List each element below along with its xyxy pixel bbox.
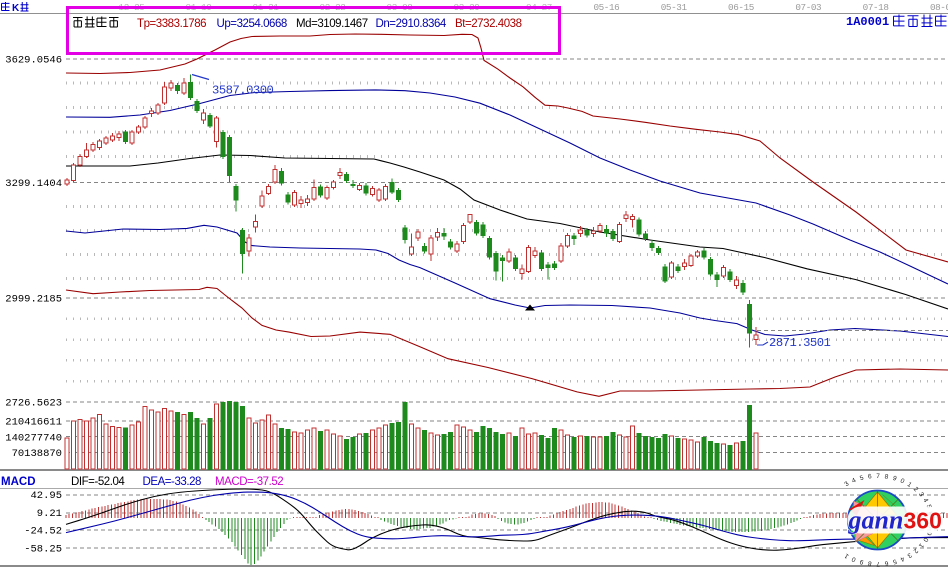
svg-text:Md=3109.1467: Md=3109.1467 — [296, 18, 368, 30]
svg-text:-58.25: -58.25 — [24, 544, 62, 556]
svg-text:8: 8 — [867, 559, 872, 566]
svg-text:3: 3 — [917, 491, 925, 498]
svg-text:2999.2185: 2999.2185 — [5, 294, 62, 306]
svg-text:2: 2 — [912, 547, 920, 555]
svg-text:gann: gann — [848, 506, 904, 535]
svg-text:07-03: 07-03 — [795, 2, 821, 13]
svg-text:6: 6 — [884, 559, 889, 567]
svg-text:8: 8 — [884, 473, 889, 481]
svg-text:Up=3254.0668: Up=3254.0668 — [217, 18, 287, 30]
svg-text:360: 360 — [904, 508, 942, 534]
svg-text:6: 6 — [868, 473, 873, 480]
svg-text:9: 9 — [924, 531, 932, 537]
svg-text:0: 0 — [899, 477, 906, 485]
svg-text:5: 5 — [891, 557, 897, 565]
svg-text:1: 1 — [917, 542, 925, 549]
svg-text:9: 9 — [892, 475, 898, 483]
svg-text:140277740: 140277740 — [5, 432, 62, 444]
svg-text:9.21: 9.21 — [37, 508, 62, 520]
svg-text:42.95: 42.95 — [30, 490, 62, 502]
svg-text:1: 1 — [906, 481, 913, 489]
svg-text:MACD: MACD — [1, 476, 36, 488]
svg-text:1: 1 — [843, 552, 850, 560]
svg-text:2: 2 — [912, 486, 920, 494]
svg-text:K: K — [12, 3, 20, 14]
svg-text:2726.5623: 2726.5623 — [5, 398, 62, 410]
svg-text:210416611: 210416611 — [5, 417, 62, 429]
svg-text:4: 4 — [899, 555, 906, 563]
svg-text:08-01: 08-01 — [930, 2, 948, 13]
svg-text:Dn=2910.8364: Dn=2910.8364 — [376, 18, 447, 30]
svg-text:3: 3 — [905, 551, 912, 559]
svg-text:-24.52: -24.52 — [24, 526, 62, 538]
svg-text:DEA=-33.28: DEA=-33.28 — [143, 476, 202, 488]
svg-text:3: 3 — [843, 480, 850, 488]
svg-text:4: 4 — [921, 497, 929, 504]
svg-text:05-31: 05-31 — [661, 2, 688, 13]
svg-text:0: 0 — [850, 555, 857, 563]
svg-text:3629.0546: 3629.0546 — [5, 55, 62, 67]
svg-text:DIF=-52.04: DIF=-52.04 — [71, 476, 125, 488]
svg-text:70138870: 70138870 — [12, 448, 62, 460]
svg-text:Bt=2732.4038: Bt=2732.4038 — [455, 18, 522, 30]
svg-text:5: 5 — [859, 474, 865, 482]
svg-text:3587.0300: 3587.0300 — [212, 84, 274, 98]
svg-text:06-15: 06-15 — [728, 2, 754, 13]
svg-text:0: 0 — [921, 536, 929, 543]
svg-text:07-18: 07-18 — [863, 2, 889, 13]
svg-text:2871.3501: 2871.3501 — [769, 336, 831, 350]
svg-text:Tp=3383.1786: Tp=3383.1786 — [137, 18, 206, 30]
svg-text:MACD=-37.52: MACD=-37.52 — [215, 476, 283, 488]
svg-text:05-16: 05-16 — [593, 2, 619, 13]
svg-text:1A0001: 1A0001 — [846, 15, 889, 29]
svg-text:4: 4 — [851, 477, 858, 485]
svg-text:7: 7 — [876, 560, 880, 567]
svg-text:9: 9 — [859, 558, 865, 566]
svg-text:7: 7 — [876, 473, 880, 480]
svg-text:3299.1404: 3299.1404 — [5, 178, 62, 190]
